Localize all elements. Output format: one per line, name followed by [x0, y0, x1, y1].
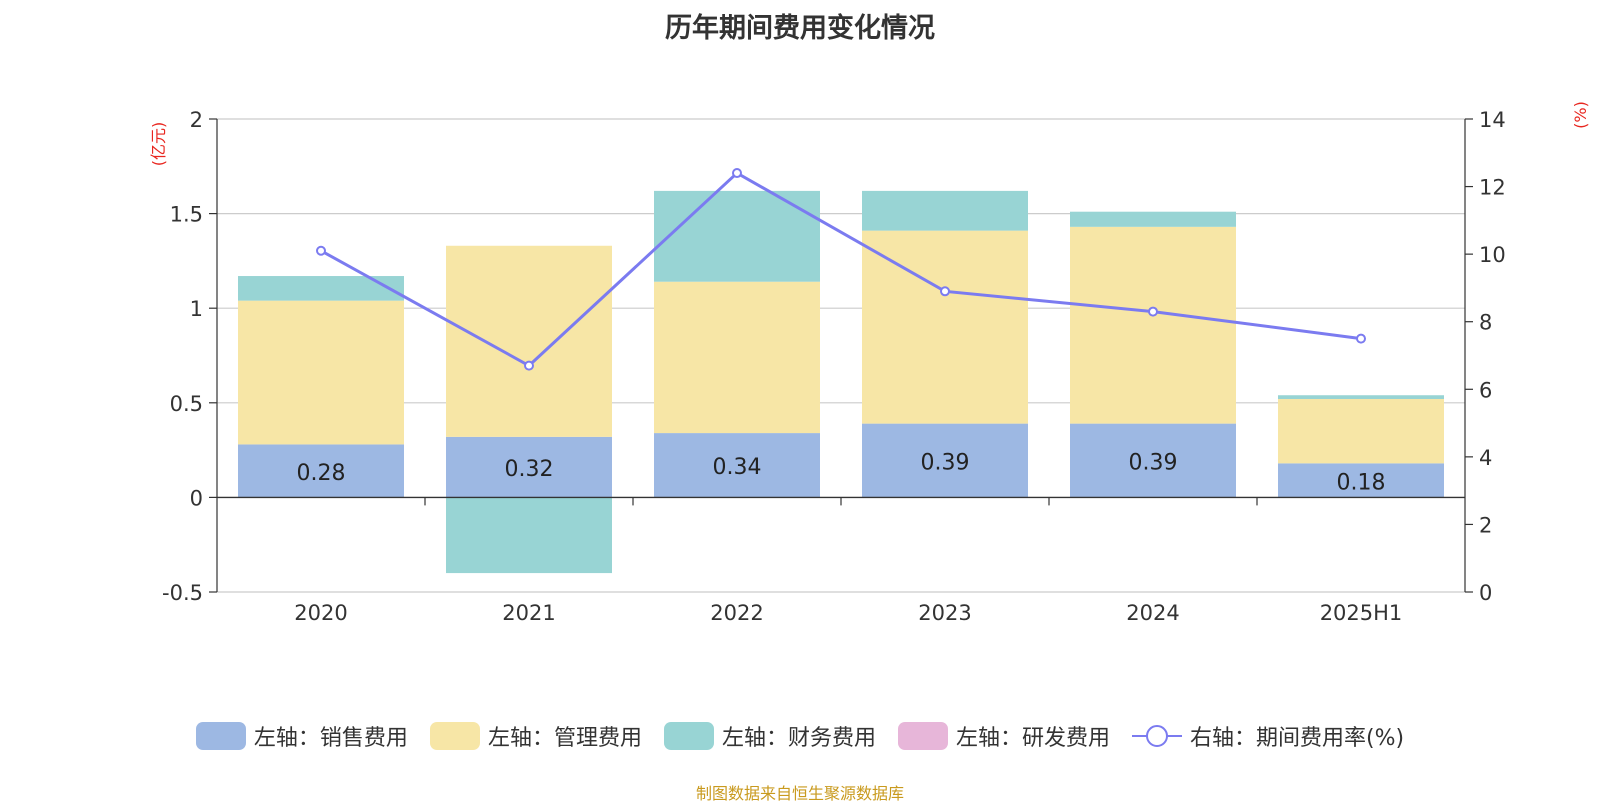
rate-point: [1148, 306, 1158, 317]
left-axis-unit: (亿元): [149, 122, 168, 167]
bar-segment-sales: [1278, 463, 1444, 498]
right-tick-label: 14: [1479, 108, 1506, 132]
x-tick-label: 2023: [918, 601, 971, 625]
bar-data-label: 0.39: [921, 451, 970, 476]
x-tick-label: 2021: [502, 601, 555, 625]
right-tick-label: 12: [1479, 176, 1506, 200]
legend-label: 左轴：管理费用: [487, 726, 642, 751]
bar-segment-sales: [862, 423, 1028, 498]
x-tick-label: 2024: [1126, 601, 1179, 625]
bar-segment-admin: [654, 281, 820, 434]
legend-item: 左轴：财务费用: [663, 720, 876, 752]
rate-point: [1356, 333, 1366, 344]
right-axis-unit: (%): [1571, 101, 1590, 129]
bar-segment-admin: [1278, 399, 1444, 464]
left-tick-label: 0.5: [170, 392, 203, 416]
right-tick-label: 10: [1479, 243, 1506, 267]
bar-segment-admin: [446, 245, 612, 437]
bar-segment-admin: [862, 230, 1028, 424]
bar-segment-finance: [238, 276, 404, 301]
right-tick-label: 0: [1479, 581, 1492, 605]
legend-label: 左轴：研发费用: [955, 726, 1110, 751]
data-source-note: 制图数据来自恒生聚源数据库: [695, 784, 904, 803]
left-tick-label: 0: [190, 486, 203, 510]
right-tick-label: 6: [1479, 378, 1492, 402]
legend-swatch: [897, 722, 948, 750]
bar-segment-sales: [654, 433, 820, 498]
legend-swatch: [429, 722, 480, 750]
left-tick-label: 2: [190, 108, 203, 132]
legend-line-marker: [1131, 722, 1182, 750]
bar-data-label: 0.32: [505, 457, 554, 482]
legend-item: 左轴：管理费用: [429, 720, 642, 752]
legend-label: 左轴：销售费用: [253, 726, 408, 751]
chart-legend: 左轴：销售费用 左轴：管理费用 左轴：财务费用 左轴：研发费用 右轴：期间费用率(%): [0, 720, 1600, 752]
legend-item: 左轴：研发费用: [897, 720, 1110, 752]
chart-title: 历年期间费用变化情况: [665, 13, 935, 44]
legend-item: 右轴：期间费用率(%): [1131, 720, 1405, 752]
bar-data-label: 0.34: [713, 455, 762, 480]
rate-point: [940, 286, 950, 297]
x-tick-label: 2022: [710, 601, 763, 625]
bar-data-label: 0.18: [1337, 470, 1386, 495]
left-tick-label: -0.5: [162, 581, 203, 605]
right-tick-label: 2: [1479, 513, 1492, 537]
bar-segment-finance: [1070, 211, 1236, 227]
legend-label: 右轴：期间费用率(%): [1189, 726, 1405, 751]
bar-segment-admin: [238, 300, 404, 445]
bar-data-label: 0.39: [1129, 451, 1178, 476]
right-tick-label: 4: [1479, 446, 1492, 470]
bar-segment-admin: [1070, 226, 1236, 424]
bar-segment-finance: [862, 190, 1028, 231]
legend-swatch: [663, 722, 714, 750]
rate-point: [732, 168, 742, 179]
rate-point: [316, 245, 326, 256]
rate-point: [524, 360, 534, 371]
rate-line: [320, 171, 1362, 368]
x-tick-label: 2025H1: [1320, 601, 1403, 625]
bar-segment-sales: [446, 436, 612, 498]
bar-segment-finance: [1278, 395, 1444, 400]
bar-segment-finance: [446, 497, 612, 574]
bar-data-label: 0.28: [297, 461, 346, 486]
left-tick-label: 1.5: [170, 203, 203, 227]
bar-segment-sales: [1070, 423, 1236, 498]
legend-swatch: [195, 722, 246, 750]
right-tick-label: 8: [1479, 311, 1492, 335]
legend-item: 左轴：销售费用: [195, 720, 408, 752]
left-tick-label: 1: [190, 297, 203, 321]
bar-segment-sales: [238, 444, 404, 498]
x-tick-label: 2020: [294, 601, 347, 625]
legend-label: 左轴：财务费用: [721, 726, 876, 751]
